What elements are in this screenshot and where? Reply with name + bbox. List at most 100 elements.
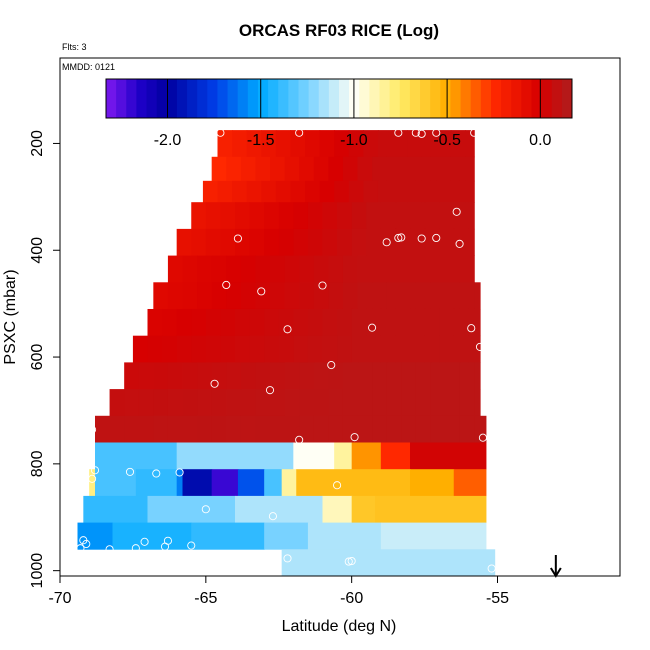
data-point	[452, 207, 461, 216]
heatmap-cell	[205, 335, 222, 363]
data-point	[187, 541, 196, 550]
heatmap-cell	[261, 130, 277, 158]
data-point	[152, 469, 161, 478]
heatmap-cell	[191, 522, 265, 550]
heatmap-cell	[153, 362, 169, 390]
heatmap-cell	[138, 415, 154, 443]
heatmap-cell	[290, 180, 306, 203]
heatmap-cell	[363, 180, 379, 203]
heatmap-cell	[211, 415, 227, 443]
heatmap-cell	[226, 282, 242, 310]
data-point	[283, 554, 292, 563]
heatmap-cell	[328, 255, 344, 283]
heatmap-cell	[284, 282, 300, 310]
heatmap-cell	[167, 362, 184, 390]
heatmap-cell	[293, 202, 309, 230]
colorbar-tick-label: -2.0	[154, 132, 182, 149]
heatmap-cell	[138, 362, 154, 390]
heatmap-cell	[430, 389, 446, 417]
heatmap-cell	[299, 282, 315, 310]
heatmap-cell	[407, 130, 423, 158]
heatmap-cell	[380, 228, 397, 256]
heatmap-cell	[307, 522, 382, 550]
colorbar-band	[207, 79, 218, 118]
heatmap-cell	[167, 255, 184, 283]
heatmap-cell	[281, 469, 297, 497]
heatmap-cell	[474, 415, 487, 443]
y-axis: 200 400 600 800 1000	[29, 130, 60, 588]
data-point	[432, 233, 441, 243]
colorbar-band	[490, 79, 502, 118]
heatmap-cell	[395, 202, 411, 230]
heatmap-cell	[328, 362, 344, 390]
heatmap-cell	[235, 308, 251, 337]
heatmap-cell	[211, 282, 227, 310]
data-point	[368, 323, 377, 332]
heatmap-cell	[430, 282, 446, 310]
data-point	[478, 433, 487, 442]
colorbar-band	[399, 79, 411, 118]
heatmap-cell	[182, 255, 198, 283]
heatmap-cell	[270, 156, 286, 182]
data-point	[160, 542, 170, 551]
heatmap-cell	[392, 130, 408, 158]
heatmap-cell	[270, 362, 286, 390]
heatmap-cell	[293, 308, 309, 337]
heatmap-cell	[386, 389, 402, 417]
heatmap-cell	[124, 415, 140, 443]
heatmap-cell	[445, 255, 461, 283]
heatmap-cell	[211, 389, 227, 417]
y-axis-label: PSXC (mbar)	[2, 269, 19, 364]
data-point	[82, 539, 91, 549]
heatmap-cell	[386, 282, 402, 310]
data-point	[394, 128, 403, 137]
colorbar-band	[237, 79, 249, 118]
heatmap-cell	[319, 130, 335, 158]
heatmap-cell	[313, 362, 329, 390]
heatmap-cell	[182, 415, 198, 443]
data-point	[295, 435, 304, 444]
heatmap-cell	[255, 389, 271, 417]
data-point	[470, 128, 479, 137]
heatmap-cell	[366, 335, 382, 363]
heatmap-cell	[95, 442, 178, 470]
colorbar-band	[176, 79, 188, 118]
heatmap-cell	[305, 130, 321, 158]
colorbar-band	[288, 79, 299, 118]
heatmap-cell	[459, 282, 475, 310]
heatmap-cell	[167, 415, 184, 443]
heatmap-cell	[351, 308, 367, 337]
data-point	[140, 537, 149, 546]
heatmap-cell	[232, 180, 248, 203]
heatmap-cell	[366, 308, 382, 337]
x-tick-label: -70	[48, 590, 71, 607]
heatmap-cell	[351, 495, 376, 523]
heatmap-cell	[205, 202, 222, 230]
heatmap-cell	[264, 522, 309, 550]
colorbar-band	[409, 79, 421, 118]
heatmap-cells	[77, 130, 496, 577]
heatmap-cell	[415, 255, 432, 283]
heatmap-cell	[220, 228, 236, 256]
heatmap-cell	[459, 415, 475, 443]
heatmap-cell	[235, 335, 251, 363]
colorbar-frame	[105, 78, 573, 119]
data-point	[90, 466, 100, 475]
data-point	[88, 425, 97, 434]
heatmap-cell	[281, 549, 496, 577]
heatmap-cell	[415, 362, 432, 390]
heatmap-cell	[436, 130, 452, 158]
heatmap-cell	[226, 362, 242, 390]
y-tick-label: 800	[29, 450, 46, 477]
heatmap-cell	[270, 255, 286, 283]
heatmap-cell	[246, 180, 262, 203]
y-tick-label: 1000	[29, 553, 46, 589]
heatmap-cell	[249, 308, 265, 337]
data-point	[76, 544, 85, 553]
colorbar-band	[257, 79, 269, 118]
heatmap-cell	[459, 362, 475, 390]
heatmap-cell	[410, 308, 426, 337]
heatmap-cell	[313, 389, 329, 417]
colorbar-band	[430, 79, 441, 118]
